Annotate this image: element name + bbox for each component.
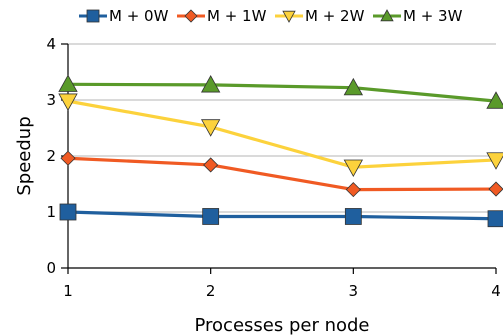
point-m-2w-4 [486,152,503,170]
point-m-3w-1 [58,74,78,92]
point-m-0w-1 [59,203,77,221]
x-tick-label-3: 3 [349,282,359,300]
y-tick-label-0: 0 [46,259,56,277]
point-m-1w-2 [203,157,219,173]
y-tick-label-2: 2 [46,147,56,165]
y-axis-title: Speedup [14,116,35,195]
series-line-m-2w [67,99,497,169]
series-line-m-0w [67,210,497,221]
x-tick-label-4: 4 [491,282,501,300]
point-m-3w-4 [486,91,503,109]
legend-label-m-0w: M + 0W [109,7,169,25]
x-tick-label-1: 1 [63,282,73,300]
legend-label-m-1w: M + 1W [207,7,267,25]
y-tick-label-1: 1 [46,203,56,221]
series-layer [58,74,503,228]
point-m-1w-3 [345,182,361,198]
legend-label-m-3w: M + 3W [403,7,463,25]
point-m-2w-1 [58,93,78,111]
point-m-3w-3 [343,77,364,96]
legend-marker-m-1w [184,9,198,23]
x-tick-label-2: 2 [206,282,216,300]
point-m-1w-1 [60,150,76,166]
point-m-1w-4 [488,181,503,197]
legend-marker-m-2w [282,10,296,23]
legend-marker-m-0w [86,9,100,23]
point-m-0w-4 [487,210,503,228]
series-line-m-1w [67,156,497,192]
point-m-3w-2 [200,75,221,93]
point-m-0w-2 [202,208,220,225]
y-tick-label-4: 4 [46,35,56,53]
x-axis-title: Processes per node [195,315,370,336]
series-line-m-3w [67,82,497,103]
legend-label-m-2w: M + 2W [305,7,365,25]
legend-marker-m-3w [380,9,394,22]
point-m-2w-3 [343,159,364,178]
legend: M + 0W M + 1W M + 2W M + 3W [79,7,463,25]
point-m-0w-3 [344,208,362,225]
gridlines [68,43,496,213]
y-tick-label-3: 3 [46,91,56,109]
point-m-2w-2 [200,119,221,137]
